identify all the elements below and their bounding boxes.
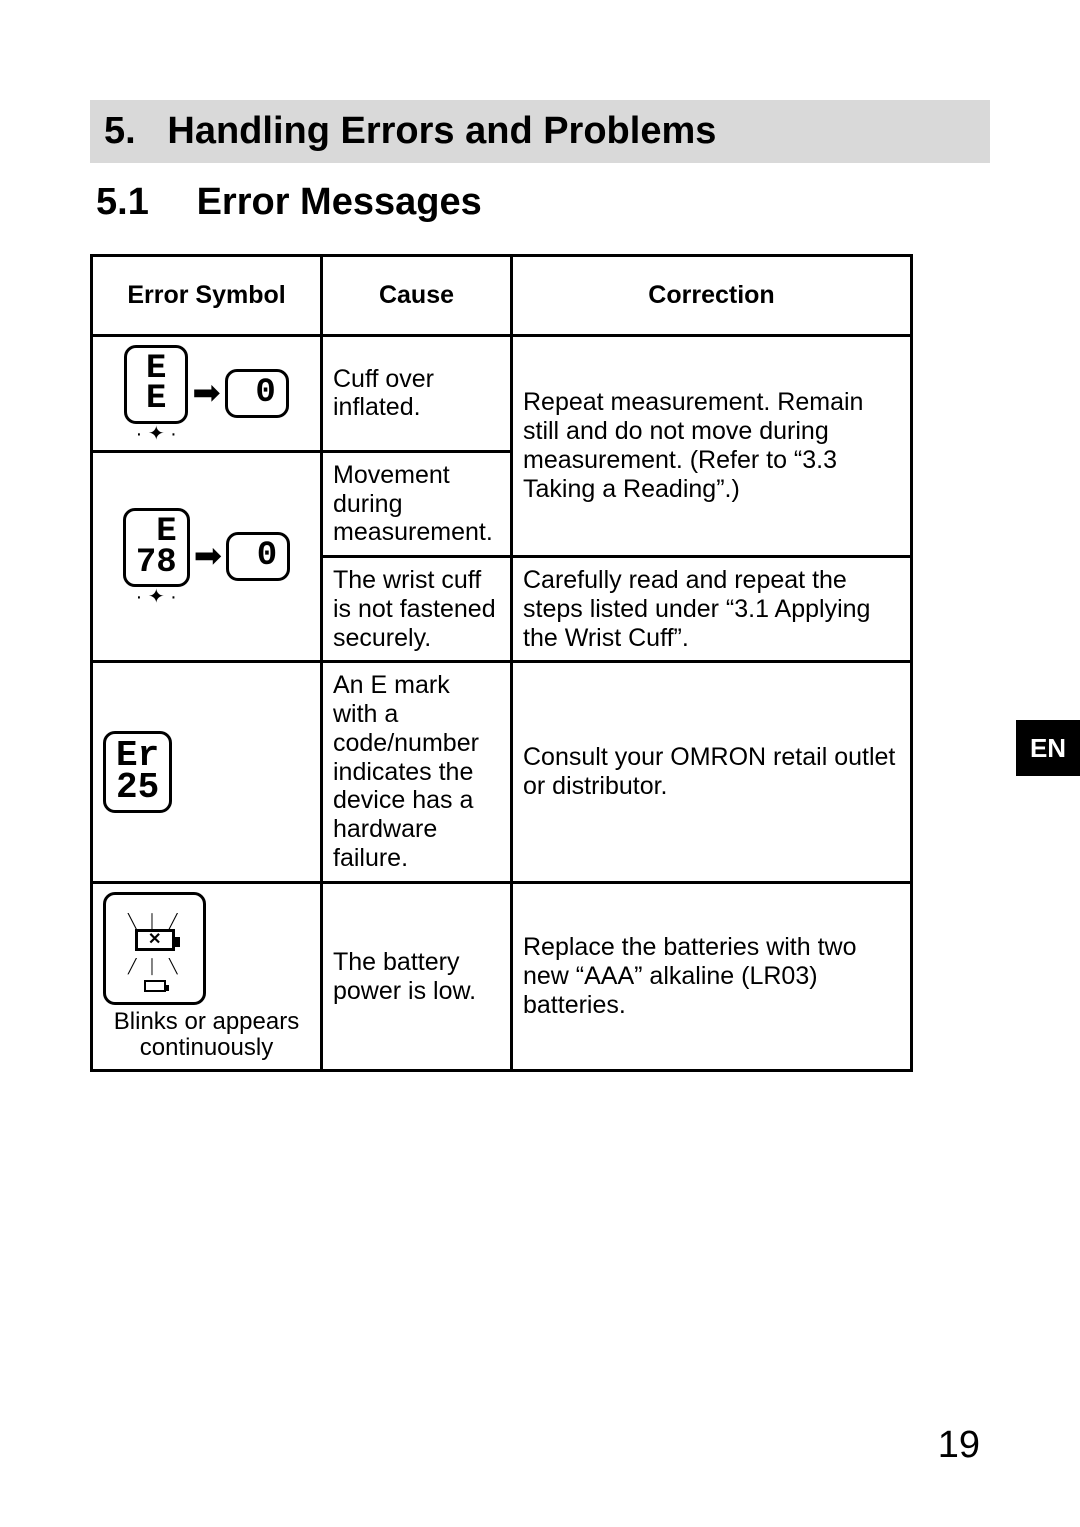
table-header-row: Error Symbol Cause Correction: [92, 256, 912, 336]
error-messages-table: Error Symbol Cause Correction E E · ✦ · …: [90, 254, 913, 1072]
subsection-number: 5.1: [96, 181, 186, 224]
table-row: E E · ✦ · ➡ 0 Cuff over inflated. Repeat…: [92, 335, 912, 451]
lcd-ee-icon: E E: [124, 345, 188, 424]
cause-cell: An E mark with a code/number indicates t…: [322, 662, 512, 882]
manual-page: 5. Handling Errors and Problems 5.1 Erro…: [0, 0, 1080, 1527]
cause-cell: Cuff over inflated.: [322, 335, 512, 451]
lcd-er25-icon: Er 25: [103, 731, 172, 814]
battery-caption: Blinks or appears continuously: [103, 1009, 310, 1062]
battery-small-icon: [144, 980, 166, 992]
arrow-right-icon: ➡: [192, 374, 221, 413]
section-number: 5.: [104, 110, 136, 152]
header-correction: Correction: [512, 256, 912, 336]
correction-cell: Carefully read and repeat the steps list…: [512, 557, 912, 662]
subsection-heading: 5.1 Error Messages: [90, 181, 990, 224]
page-number: 19: [938, 1424, 980, 1467]
section-heading: 5. Handling Errors and Problems: [90, 100, 990, 163]
error-symbol-er25: Er 25: [92, 662, 322, 882]
twinkle-icon: · ✦ ·: [123, 589, 190, 605]
error-symbol-battery: ╲ │ ╱ ✕ ╱ │ ╲ Blinks or appears continuo…: [92, 882, 322, 1071]
twinkle-icon: · ✦ ·: [124, 426, 188, 442]
section-title: Handling Errors and Problems: [167, 110, 716, 152]
lcd-zero-icon: 0: [226, 532, 290, 581]
lcd-battery-icon: ╲ │ ╱ ✕ ╱ │ ╲: [103, 892, 206, 1005]
lcd-e78-icon: E 78: [123, 508, 190, 587]
table-row: ╲ │ ╱ ✕ ╱ │ ╲ Blinks or appears continuo…: [92, 882, 912, 1071]
error-symbol-ee: E E · ✦ · ➡ 0: [92, 335, 322, 451]
arrow-right-icon: ➡: [194, 537, 223, 576]
table-row: Er 25 An E mark with a code/number indic…: [92, 662, 912, 882]
subsection-title: Error Messages: [197, 181, 482, 223]
correction-cell: Consult your OMRON retail outlet or dist…: [512, 662, 912, 882]
error-symbol-e78: E 78 · ✦ · ➡ 0: [92, 451, 322, 662]
battery-empty-icon: ✕: [135, 929, 175, 951]
language-tab: EN: [1016, 720, 1080, 776]
cause-cell: The battery power is low.: [322, 882, 512, 1071]
lcd-zero-icon: 0: [225, 369, 289, 418]
cause-cell: Movement during measurement.: [322, 451, 512, 556]
correction-cell: Repeat measurement. Remain still and do …: [512, 335, 912, 556]
cause-cell: The wrist cuff is not fastened securely.: [322, 557, 512, 662]
header-cause: Cause: [322, 256, 512, 336]
header-error-symbol: Error Symbol: [92, 256, 322, 336]
correction-cell: Replace the batteries with two new “AAA”…: [512, 882, 912, 1071]
